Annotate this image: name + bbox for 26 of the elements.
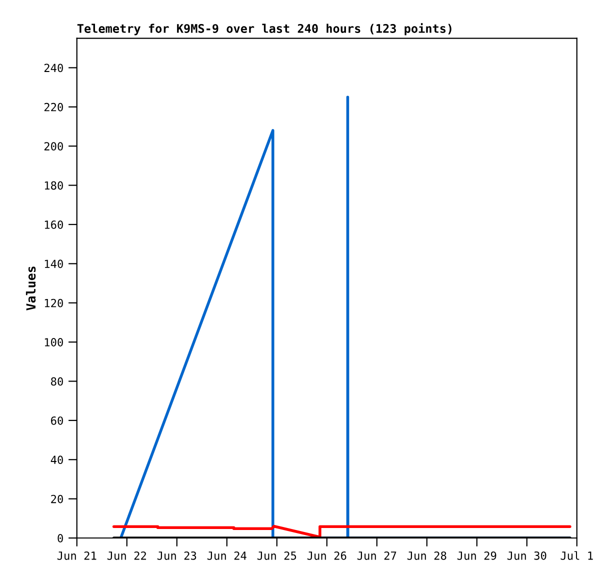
- y-axis-title: Values: [26, 266, 36, 310]
- x-tick-label: Jun 28: [407, 551, 446, 560]
- chart-title: Telemetry for K9MS-9 over last 240 hours (123 points): [77, 23, 452, 36]
- y-tick-label: 60: [51, 416, 63, 425]
- y-tick-label: 140: [44, 260, 63, 268]
- x-tick-label: Jul 1: [560, 551, 593, 560]
- y-tick-label: 40: [50, 456, 63, 464]
- x-tick-label: Jun 29: [457, 551, 496, 560]
- y-tick-label: 100: [44, 338, 63, 346]
- y-tick-label: 180: [44, 181, 63, 190]
- y-tick-label: 160: [44, 220, 63, 229]
- x-tick-label: Jun 24: [207, 551, 246, 560]
- y-tick-label: 220: [44, 102, 63, 112]
- y-tick-label: 20: [51, 494, 63, 504]
- y-tick-label: 0: [58, 534, 63, 542]
- x-tick-label: Jun 27: [357, 551, 396, 560]
- y-tick-label: 80: [51, 377, 63, 386]
- x-tick-label: Jun 23: [157, 551, 196, 560]
- x-tick-label: Jun 26: [307, 551, 346, 560]
- x-tick-label: Jun 22: [107, 551, 146, 560]
- x-tick-label: Jun 25: [257, 551, 296, 560]
- x-tick-label: Jun 30: [507, 551, 546, 560]
- y-tick-label: 120: [44, 298, 63, 308]
- y-tick-label: 240: [44, 64, 63, 72]
- x-tick-label: Jun 21: [57, 551, 96, 560]
- y-tick-label: 200: [44, 142, 63, 151]
